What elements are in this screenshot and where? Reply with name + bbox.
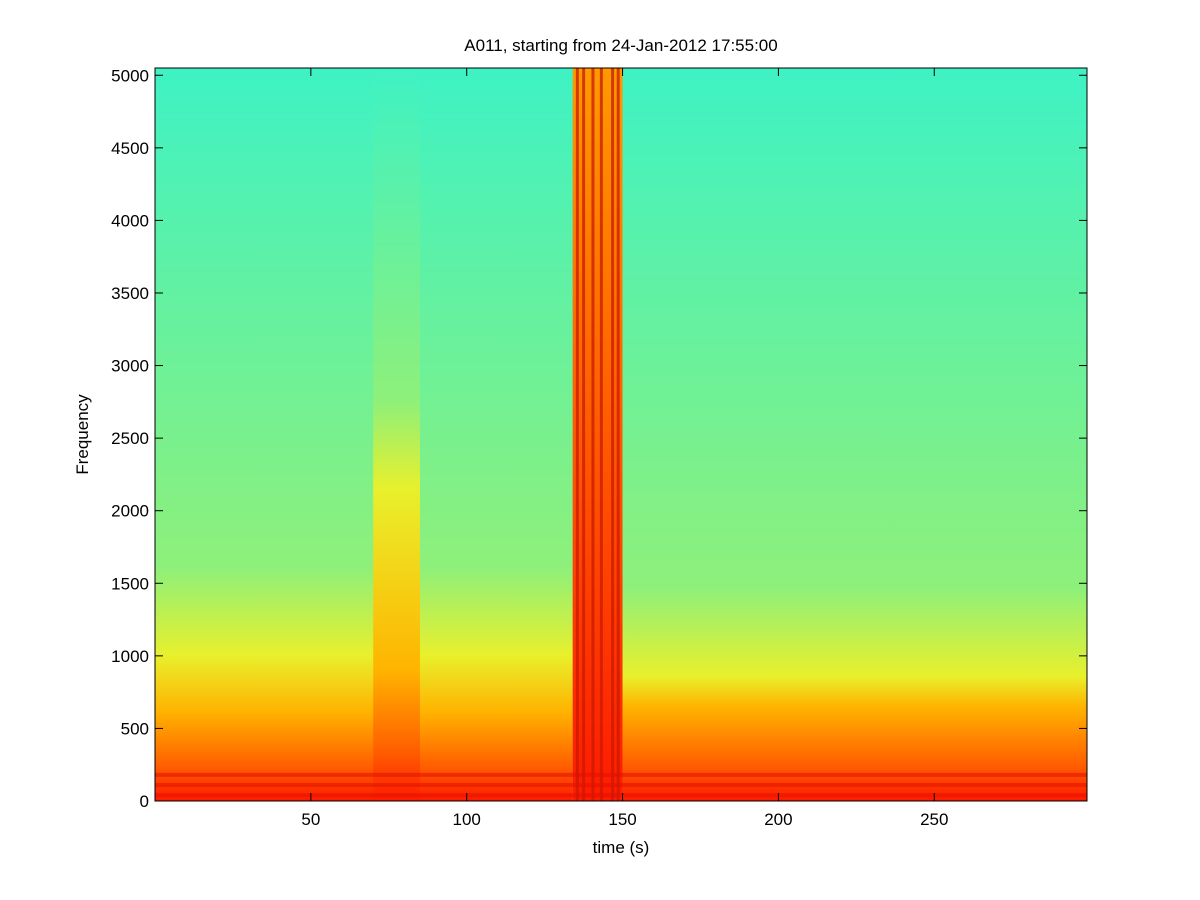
y-tick-label: 2000	[111, 502, 149, 521]
x-axis-label: time (s)	[593, 838, 650, 857]
y-tick-label: 500	[121, 719, 149, 738]
low-frequency-band	[155, 783, 1087, 788]
broadband-stripe	[599, 68, 603, 801]
broadband-stripe	[611, 68, 615, 801]
y-tick-label: 1500	[111, 574, 149, 593]
x-tick-label: 50	[301, 810, 320, 829]
spectrogram-region	[373, 68, 420, 801]
broadband-stripe	[616, 68, 620, 801]
y-tick-label: 4500	[111, 139, 149, 158]
broadband-stripe	[582, 68, 586, 801]
y-tick-label: 0	[140, 792, 149, 811]
x-tick-label: 100	[453, 810, 481, 829]
chart-title: A011, starting from 24-Jan-2012 17:55:00	[464, 36, 777, 55]
x-tick-label: 200	[764, 810, 792, 829]
y-tick-label: 3000	[111, 357, 149, 376]
low-frequency-band	[155, 793, 1087, 798]
x-tick-label: 150	[608, 810, 636, 829]
y-tick-label: 5000	[111, 66, 149, 85]
spectrogram-region	[155, 68, 573, 801]
y-tick-label: 3500	[111, 284, 149, 303]
plot-frame	[154, 67, 1088, 802]
axis-ticks: 50 100 150 200 25005001000150020002500300035…	[111, 66, 1087, 829]
broadband-stripe	[575, 68, 579, 801]
y-tick-label: 4000	[111, 211, 149, 230]
spectrogram-region	[572, 68, 623, 801]
y-tick-label: 1000	[111, 647, 149, 666]
plot-area	[155, 68, 1087, 801]
broadband-stripe	[591, 68, 595, 801]
x-tick-label: 250	[920, 810, 948, 829]
y-tick-label: 2500	[111, 429, 149, 448]
spectrogram-region	[622, 68, 1087, 801]
y-axis-label: Frequency	[73, 394, 92, 475]
low-frequency-band	[155, 772, 1087, 777]
